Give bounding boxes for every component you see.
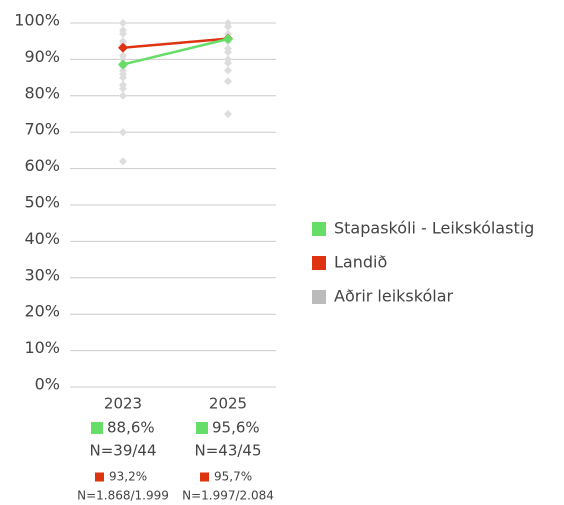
other-point — [224, 110, 232, 118]
y-tick-label: 60% — [24, 156, 60, 175]
x-tick-label: 2023 — [104, 395, 142, 413]
other-point — [224, 66, 232, 75]
other-point — [119, 55, 127, 64]
n-label: N=1.868/1.999 — [77, 489, 169, 503]
other-point — [119, 73, 127, 82]
series-point — [118, 42, 128, 53]
n-label: N=43/45 — [194, 442, 261, 460]
legend-label: Aðrir leikskólar — [334, 287, 453, 306]
label-swatch — [196, 422, 208, 434]
value-label: 95,6% — [212, 419, 260, 437]
series-line — [122, 37, 229, 66]
y-tick-label: 100% — [14, 11, 60, 30]
series-line — [122, 37, 229, 49]
series-point — [118, 59, 128, 70]
other-point — [119, 84, 127, 93]
y-tick-label: 30% — [24, 265, 60, 284]
label-swatch — [95, 472, 104, 482]
y-tick-label: 80% — [24, 83, 60, 102]
y-tick-label: 10% — [24, 338, 60, 357]
other-point — [224, 59, 232, 68]
y-tick-label: 50% — [24, 193, 60, 212]
label-swatch — [200, 472, 209, 482]
x-tick-label: 2025 — [209, 395, 247, 413]
value-label: 88,6% — [107, 419, 155, 437]
y-tick-label: 90% — [24, 47, 60, 66]
label-swatch — [91, 422, 103, 434]
n-label: N=39/44 — [89, 442, 156, 460]
y-tick-label: 40% — [24, 229, 60, 248]
legend-swatch — [312, 290, 326, 304]
other-point — [119, 128, 127, 137]
other-point — [224, 77, 232, 86]
y-tick-label: 20% — [24, 302, 60, 321]
other-point — [119, 157, 127, 166]
legend-swatch — [312, 222, 326, 236]
other-point — [224, 22, 232, 31]
value-label: 93,2% — [109, 470, 147, 484]
other-point — [224, 48, 232, 57]
y-tick-label: 70% — [24, 120, 60, 139]
legend-label: Stapaskóli - Leikskólastig — [334, 219, 534, 238]
value-label: 95,7% — [214, 470, 252, 484]
y-tick-label: 0% — [35, 375, 60, 394]
n-label: N=1.997/2.084 — [182, 489, 274, 503]
other-point — [119, 29, 127, 38]
other-point — [119, 19, 127, 27]
other-point — [119, 91, 127, 100]
legend-swatch — [312, 256, 326, 270]
legend-label: Landið — [334, 253, 387, 272]
series-point — [223, 34, 233, 45]
